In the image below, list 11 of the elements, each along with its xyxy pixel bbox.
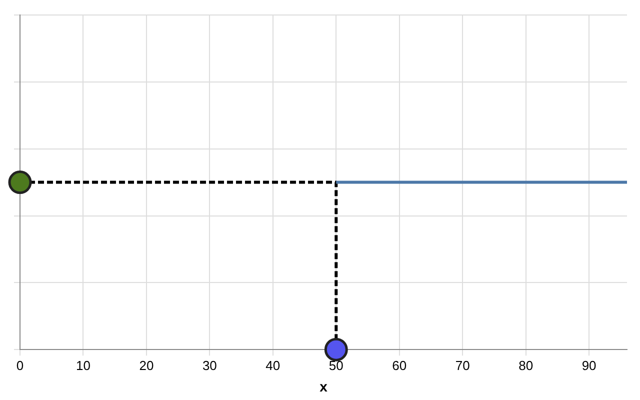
- x-tick-label: 20: [139, 358, 154, 373]
- x-tick-label: 30: [202, 358, 217, 373]
- x-tick-label: 90: [582, 358, 596, 373]
- x-tick-label: 80: [518, 358, 534, 373]
- x-tick-label: 0: [16, 358, 24, 373]
- x-tick-label: 70: [455, 358, 470, 373]
- x-tick-label: 10: [76, 358, 90, 373]
- x-axis-title: x: [320, 378, 328, 394]
- x-tick-label: 50: [328, 358, 344, 373]
- x-tick-label: 40: [266, 358, 280, 373]
- x-tick-label: 60: [392, 358, 407, 373]
